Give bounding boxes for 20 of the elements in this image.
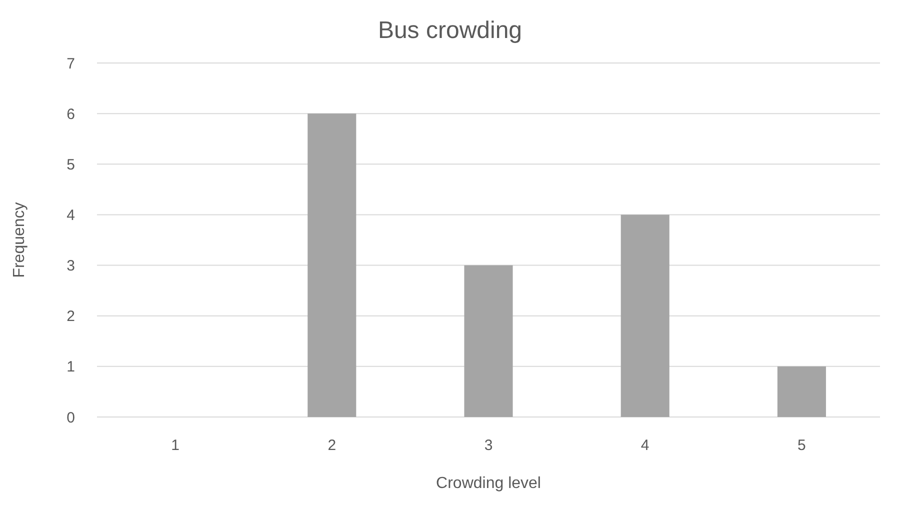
y-tick-label: 7 (66, 55, 75, 72)
x-axis-title: Crowding level (436, 475, 541, 492)
y-tick-label: 0 (66, 409, 75, 426)
chart-title: Bus crowding (378, 17, 522, 44)
y-tick-label: 6 (66, 106, 75, 123)
y-tick-label: 5 (66, 156, 75, 174)
x-tick-label: 2 (328, 437, 336, 454)
y-tick-label: 3 (66, 258, 75, 275)
bar (777, 366, 826, 417)
x-tick-label: 4 (640, 437, 650, 454)
x-tick-label: 1 (171, 437, 180, 454)
y-tick-label: 4 (66, 206, 75, 224)
x-tick-label: 5 (798, 437, 806, 454)
y-tick-label: 1 (66, 358, 75, 376)
y-axis-title: Frequency (11, 202, 28, 278)
x-tick-label: 3 (484, 437, 493, 454)
bar (308, 114, 356, 417)
bar (464, 265, 513, 417)
bar (620, 214, 670, 417)
y-tick-label: 2 (66, 308, 75, 326)
